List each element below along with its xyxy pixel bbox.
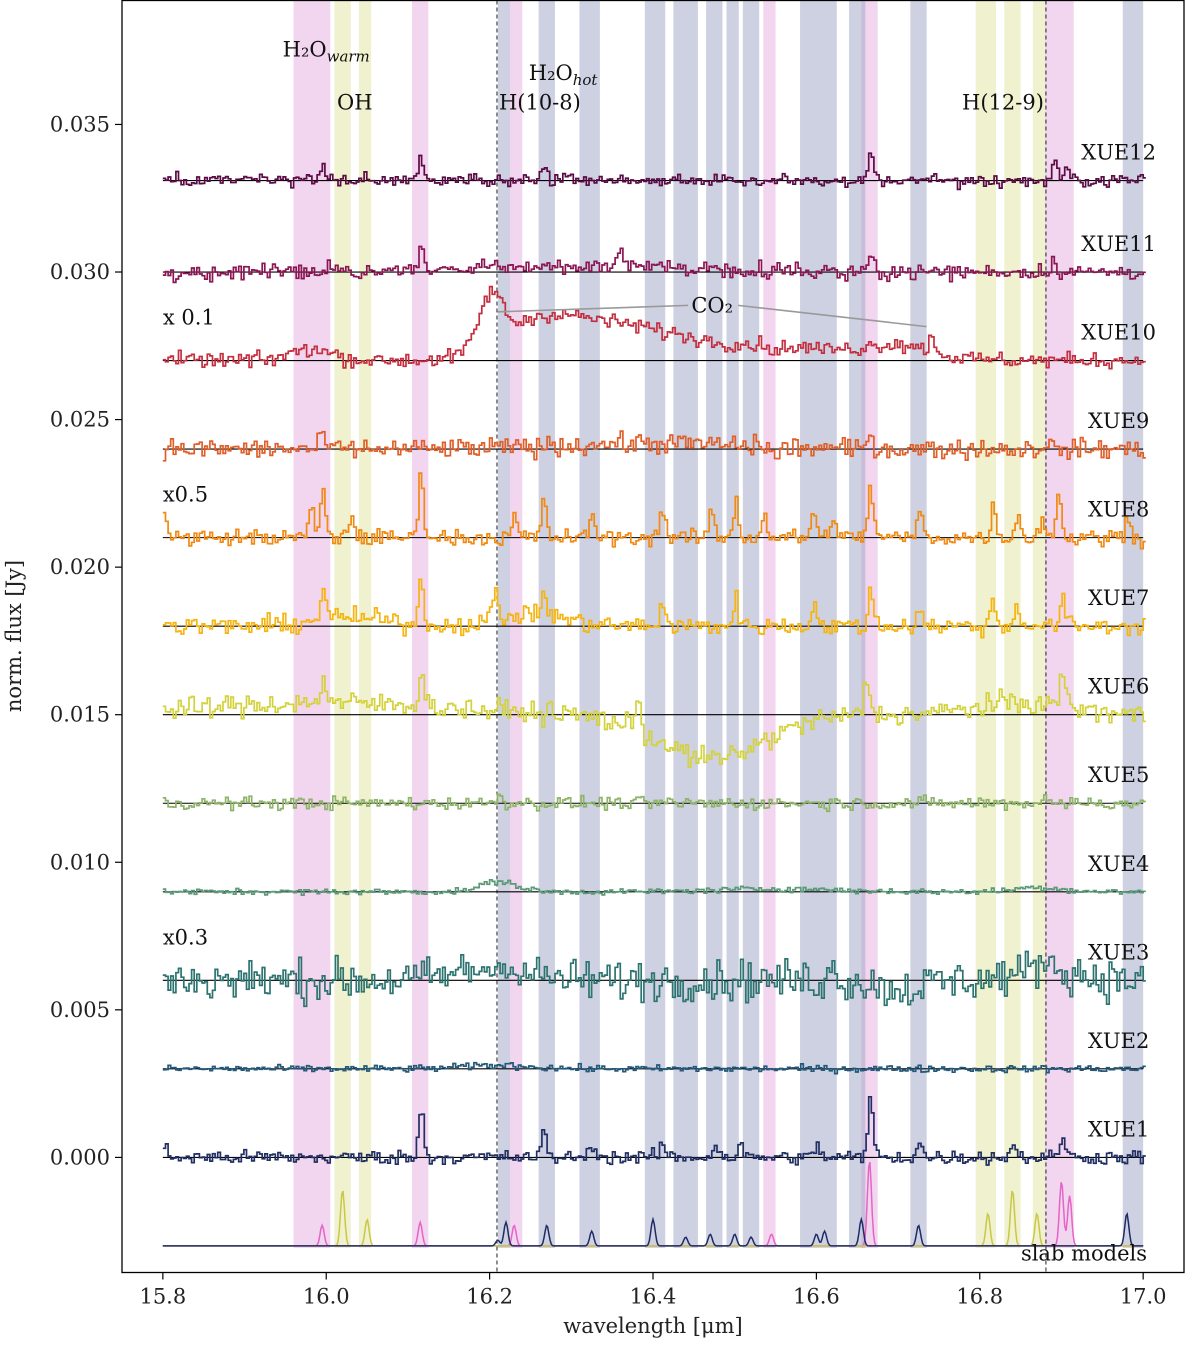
x-tick-label-2: 16.2	[466, 1285, 513, 1309]
band-oh-0	[334, 0, 351, 1248]
slab-models-label: slab models	[1021, 1242, 1147, 1266]
band-h2o-hot-10	[910, 0, 927, 1248]
spectrum-xue4	[162, 878, 1146, 897]
y-tick-label-5: 0.025	[50, 408, 110, 432]
band-h2o-warm-0	[293, 0, 331, 1248]
band-h2o-hot-7	[742, 0, 760, 1248]
x-tick-label-3: 16.4	[630, 1285, 677, 1309]
hydrogen-line-markers	[496, 0, 1047, 1273]
y-tick-label-7: 0.035	[50, 112, 110, 136]
spectrum-xue8	[162, 472, 1146, 550]
band-h2o-hot-9	[849, 0, 866, 1248]
series-label-xue9: XUE9	[1088, 409, 1149, 433]
series-label-xue4: XUE4	[1088, 852, 1149, 876]
spectra-series	[162, 152, 1146, 1166]
spectrum-xue10	[162, 285, 1146, 370]
x-tick-label-4: 16.6	[793, 1285, 840, 1309]
axes: 15.8 16.0 16.2 16.4 16.6 16.8 17.0 0.000 0.005 0.…	[50, 112, 1167, 1308]
y-axis-title: norm. flux [Jy]	[2, 560, 26, 712]
scale-note-xue10: x 0.1	[163, 306, 215, 330]
band-h2o-hot-6	[726, 0, 739, 1248]
spectrum-xue12	[162, 152, 1146, 191]
spectrum-xue11	[162, 245, 1146, 284]
band-oh-4	[1032, 0, 1046, 1248]
band-label-subscript: hot	[573, 71, 599, 89]
spectrum-xue3	[162, 950, 1146, 1008]
annotation-pointer-0-1	[738, 304, 927, 328]
scale-note-xue3: x0.3	[163, 925, 208, 949]
h-line-label-1: H(12-9)	[962, 91, 1044, 115]
spectrum-xue9	[162, 430, 1146, 462]
band-label-1: OH	[337, 91, 373, 115]
band-label-species: H₂O	[529, 61, 573, 85]
series-label-xue2: XUE2	[1088, 1029, 1149, 1053]
annotation-pointer-0-0	[497, 304, 689, 313]
emission-bands	[293, 0, 1144, 1248]
scale-note-xue8: x0.5	[163, 483, 208, 507]
y-tick-label-0: 0.000	[50, 1145, 110, 1169]
band-h2o-warm-1	[412, 0, 429, 1248]
band-label-2: H₂Ohot	[529, 61, 599, 89]
spectrum-xue7	[162, 578, 1146, 639]
series-label-xue6: XUE6	[1088, 675, 1149, 699]
spectrum-xue5	[162, 793, 1146, 813]
band-h2o-warm-5	[1045, 0, 1074, 1248]
series-label-xue7: XUE7	[1088, 586, 1149, 610]
spectrum-xue6	[162, 673, 1146, 768]
slab-model-curves	[162, 1161, 1144, 1247]
y-tick-label-3: 0.015	[50, 703, 110, 727]
band-h2o-hot-3	[644, 0, 666, 1248]
band-h2o-warm-2	[510, 0, 523, 1248]
series-label-xue5: XUE5	[1088, 763, 1149, 787]
x-tick-label-0: 15.8	[139, 1285, 186, 1309]
series-label-xue12: XUE12	[1081, 141, 1156, 165]
y-tick-label-1: 0.005	[50, 998, 110, 1022]
band-oh-1	[358, 0, 372, 1248]
band-h2o-hot-1	[538, 0, 555, 1248]
band-label-0: H₂Owarm	[283, 38, 370, 66]
series-label-xue10: XUE10	[1081, 321, 1156, 345]
spectrum-xue2	[162, 1061, 1146, 1075]
series-label-xue3: XUE3	[1088, 940, 1149, 964]
x-axis-title: wavelength [μm]	[563, 1314, 742, 1338]
annotation-co2: CO₂	[691, 293, 733, 317]
spectrum-xue1	[162, 1095, 1146, 1166]
band-label-species: OH	[337, 91, 373, 115]
series-label-xue11: XUE11	[1081, 232, 1156, 256]
band-h2o-hot-11	[1122, 0, 1144, 1248]
chart-labels: XUE12 XUE11 XUE10 x 0.1 XUE9 XUE8 x0.5 XUE7 XUE6…	[163, 38, 1156, 1266]
x-tick-label-6: 17.0	[1120, 1285, 1167, 1309]
x-tick-label-1: 16.0	[303, 1285, 350, 1309]
y-tick-label-4: 0.020	[50, 555, 110, 579]
h-line-label-0: H(10-8)	[499, 91, 581, 115]
x-tick-label-5: 16.8	[956, 1285, 1003, 1309]
y-tick-label-2: 0.010	[50, 850, 110, 874]
series-label-xue8: XUE8	[1088, 498, 1149, 522]
band-label-species: H₂O	[283, 38, 327, 62]
y-tick-label-6: 0.030	[50, 260, 110, 284]
series-label-xue1: XUE1	[1088, 1117, 1149, 1141]
slab-model-h2o-hot	[162, 1211, 1144, 1247]
band-label-subscript: warm	[327, 48, 370, 66]
